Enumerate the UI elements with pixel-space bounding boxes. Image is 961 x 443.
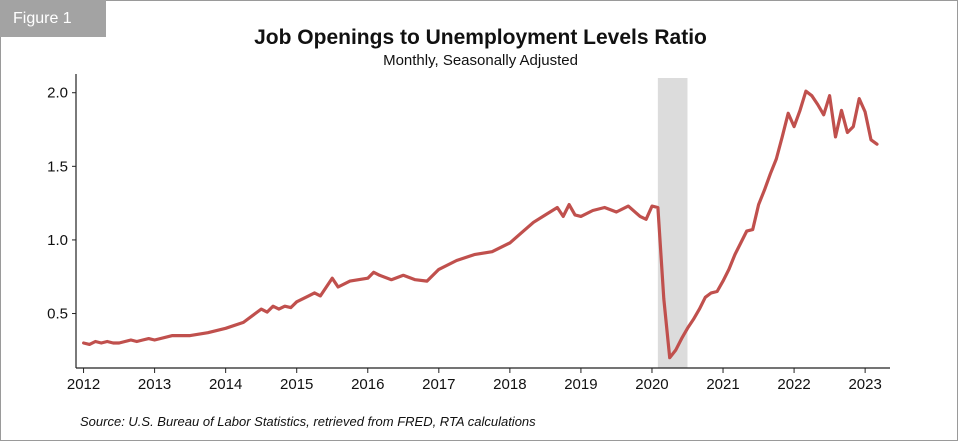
y-tick-label: 1.5 [47,158,68,175]
x-tick-label: 2017 [422,376,455,393]
x-tick-label: 2021 [706,376,739,393]
source-note: Source: U.S. Bureau of Labor Statistics,… [80,414,536,429]
series-line [81,89,879,360]
x-tick-label: 2016 [351,376,384,393]
x-tick-label: 2015 [280,376,313,393]
line-layer [81,89,879,360]
x-tick-label: 2013 [138,376,171,393]
x-tick-label: 2020 [635,376,668,393]
y-tick-label: 1.0 [47,232,68,249]
axis-layer: 0.5 1.0 1.5 2.0 2012 2013 2014 2015 2016 2017 2018… [47,74,890,393]
recession-layer [657,78,688,368]
x-tick-label: 2012 [67,376,100,393]
chart-title: Job Openings to Unemployment Levels Rati… [254,26,707,49]
y-tick-label: 2.0 [47,85,68,102]
recession-band [657,78,688,368]
x-tick-label: 2023 [848,376,881,393]
x-tick-label: 2018 [493,376,526,393]
x-tick-label: 2022 [777,376,810,393]
y-tick-label: 0.5 [47,306,68,323]
x-tick-label: 2019 [564,376,597,393]
figure-tag: Figure 1 [0,0,106,37]
x-tick-label: 2014 [209,376,242,393]
chart-subtitle: Monthly, Seasonally Adjusted [383,52,578,69]
